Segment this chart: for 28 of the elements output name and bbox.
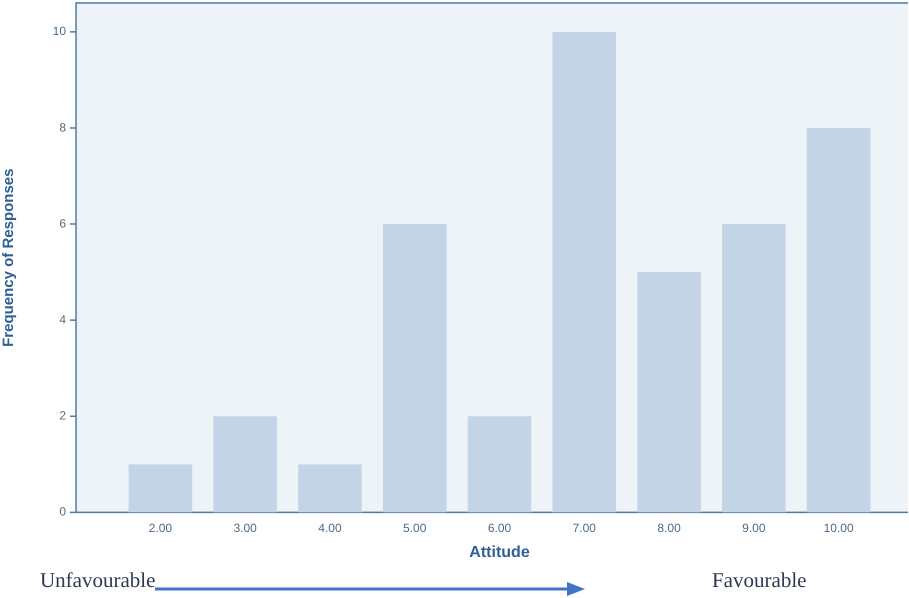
y-tick-label: 6 [59, 216, 66, 230]
x-tick-label: 5.00 [403, 520, 427, 535]
x-tick-label: 9.00 [742, 520, 766, 535]
bar [382, 224, 447, 512]
bar [552, 32, 616, 512]
y-tick-label: 10 [52, 24, 66, 38]
x-tick-label: 2.00 [148, 520, 172, 535]
y-tick-label: 2 [59, 408, 66, 423]
y-tick-label: 0 [59, 504, 66, 519]
x-tick-label: 8.00 [657, 520, 682, 535]
bar [213, 416, 277, 512]
y-tick-label: 8 [59, 120, 66, 134]
x-tick-label: 6.00 [488, 520, 512, 535]
x-tick-label: 10.00 [824, 520, 854, 535]
x-tick-label: 3.00 [233, 520, 258, 535]
bar [468, 416, 532, 512]
x-tick-label: 4.00 [318, 520, 342, 535]
y-axis-title: Frequency of Responses [0, 168, 18, 347]
bar [298, 464, 362, 512]
y-tick-label: 4 [59, 312, 66, 326]
x-tick-label: 7.00 [572, 520, 596, 535]
x-axis-title: Attitude [469, 544, 530, 561]
bar [637, 272, 701, 512]
bar [806, 128, 870, 512]
text: Favourable [712, 568, 806, 593]
bar [722, 224, 786, 512]
text: Unfavourable [40, 568, 156, 593]
bar [128, 464, 192, 512]
